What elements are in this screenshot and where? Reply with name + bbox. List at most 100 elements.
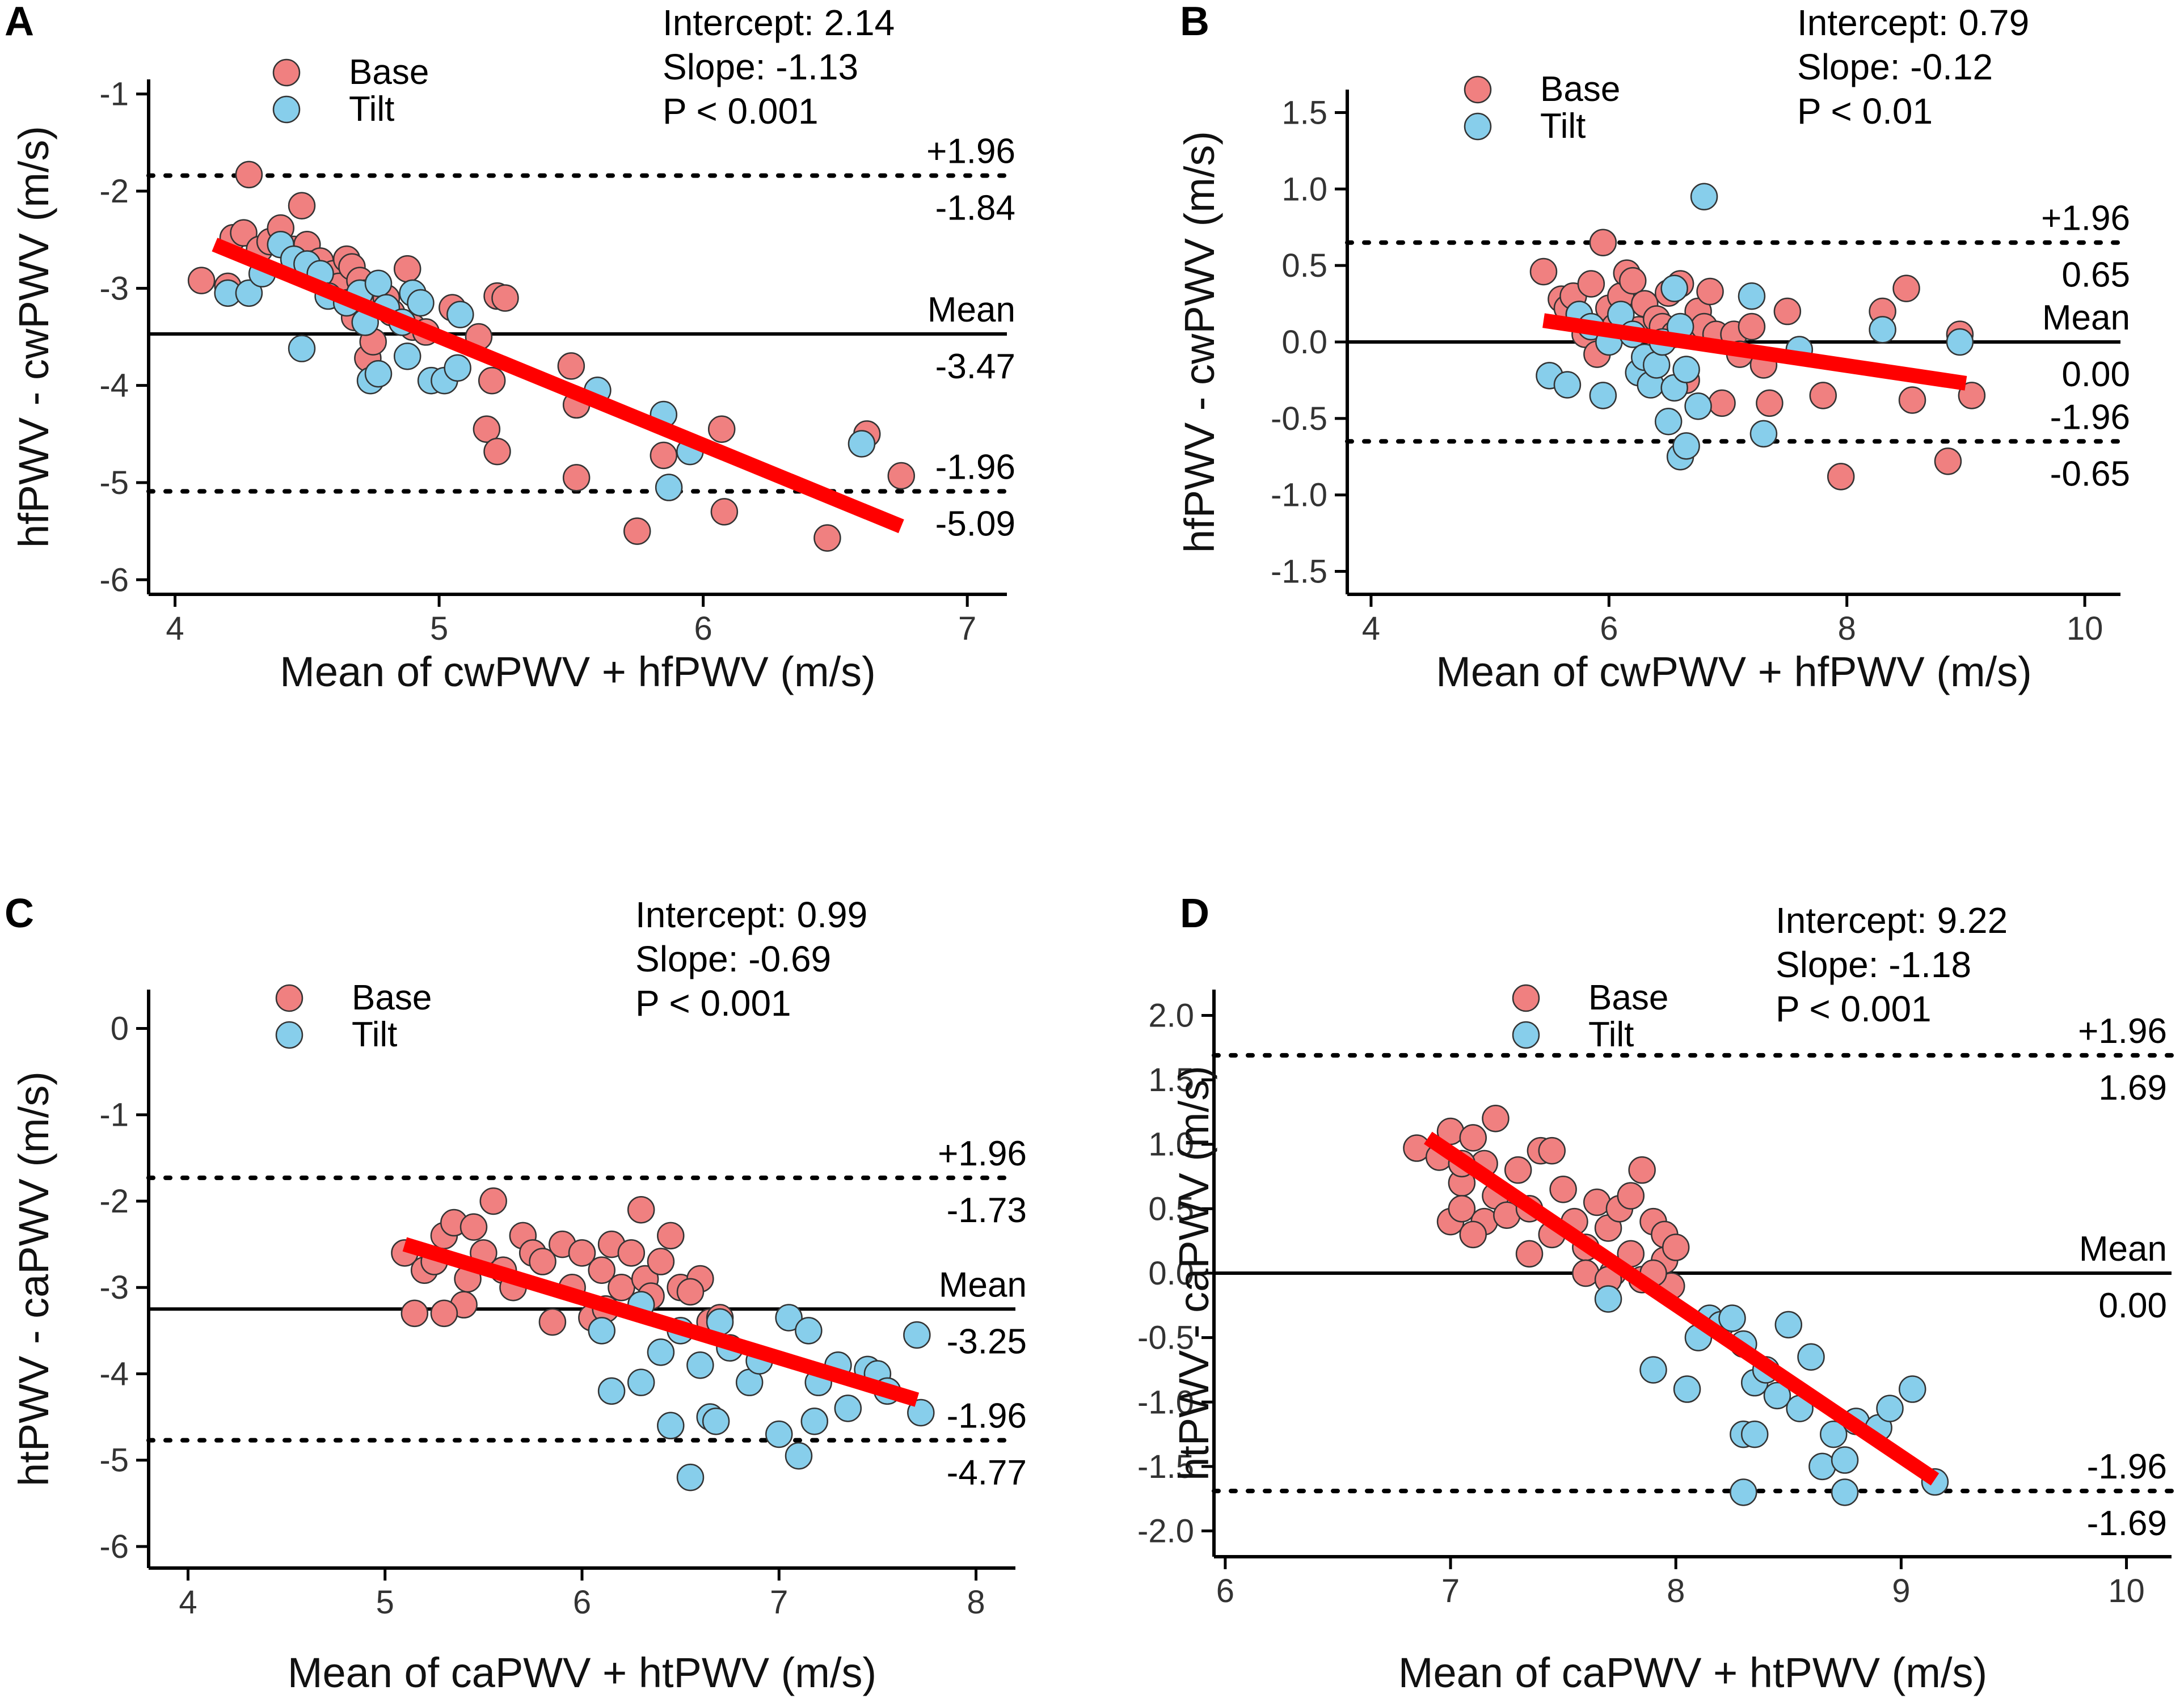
base-point <box>813 524 841 552</box>
tilt-point <box>1876 1395 1904 1422</box>
tilt-point <box>407 289 435 317</box>
base-point <box>1756 389 1784 417</box>
base-point <box>1696 277 1724 306</box>
base-point <box>1549 1176 1577 1203</box>
base-point <box>1538 1136 1566 1165</box>
base-point <box>657 1222 685 1250</box>
y-tick-label: -4 <box>99 367 129 404</box>
x-tick-label: 5 <box>430 610 448 647</box>
tilt-point <box>1797 1343 1825 1371</box>
base-point <box>288 192 316 219</box>
y-tick-label: -5 <box>99 1442 129 1479</box>
tilt-point <box>364 269 393 298</box>
upper-loa-label: +1.96 <box>2041 199 2130 238</box>
tilt-point <box>1946 328 1974 356</box>
tilt-point <box>1642 351 1671 379</box>
x-tick-label: 6 <box>1600 610 1618 647</box>
y-axis-label: hfPWV - cwPWV (m/s) <box>1176 131 1223 553</box>
base-point <box>1773 297 1802 326</box>
base-point <box>459 1213 488 1241</box>
base-point <box>538 1308 567 1336</box>
regression-line <box>1542 313 1967 391</box>
base-point <box>491 284 519 312</box>
y-axis-label: hfPWV - cwPWV (m/s) <box>10 126 57 548</box>
y-tick-label: 1.5 <box>1281 94 1327 131</box>
tilt-point <box>393 343 421 370</box>
circle-marker-icon <box>272 95 301 124</box>
tilt-point <box>1672 432 1700 460</box>
base-point <box>235 160 263 189</box>
x-tick-label: 7 <box>770 1584 788 1621</box>
circle-marker-icon <box>275 1021 303 1049</box>
tilt-point <box>1718 1304 1746 1332</box>
mean-label: Mean <box>927 290 1015 329</box>
base-point <box>617 1239 646 1267</box>
base-point <box>562 464 591 492</box>
base-point <box>187 267 216 294</box>
y-tick-label: 0.0 <box>1148 1255 1194 1292</box>
x-tick-label: 9 <box>1892 1573 1910 1609</box>
circle-marker-icon <box>1464 75 1492 104</box>
x-tick-label: 10 <box>2067 610 2103 647</box>
tilt-point <box>446 301 474 328</box>
tilt-point <box>1672 356 1700 383</box>
mean-label: Mean <box>2042 298 2130 337</box>
base-point <box>1958 382 1986 409</box>
p-value-text: P < 0.001 <box>663 91 819 132</box>
base-point <box>887 462 916 490</box>
y-axis-label: htPWV - caPWV (m/s) <box>10 1071 57 1486</box>
y-tick-label: -6 <box>99 1528 129 1565</box>
x-tick-label: 4 <box>166 610 184 647</box>
circle-marker-icon <box>1512 984 1540 1012</box>
lower-loa-value: -4.77 <box>947 1454 1027 1493</box>
circle-marker-icon <box>272 58 301 87</box>
intercept-text: Intercept: 9.22 <box>1776 900 2008 941</box>
base-point <box>483 437 511 466</box>
p-value-text: P < 0.01 <box>1797 91 1933 132</box>
mean-label: Mean <box>939 1265 1027 1304</box>
tilt-point <box>702 1407 730 1435</box>
tilt-point <box>686 1351 714 1379</box>
base-point <box>1504 1156 1532 1184</box>
base-point <box>710 498 739 526</box>
mean-label: Mean <box>2079 1229 2167 1269</box>
slope-text: Slope: -0.12 <box>1797 47 1993 87</box>
tilt-point <box>1673 1375 1701 1403</box>
regression-line <box>1424 1131 1940 1486</box>
upper-loa-value: 0.65 <box>2061 256 2130 295</box>
upper-loa-label: +1.96 <box>2078 1012 2167 1051</box>
x-tick-label: 10 <box>2108 1573 2145 1609</box>
base-point <box>1898 386 1926 414</box>
tilt-point <box>1869 316 1896 344</box>
y-tick-label: 0.5 <box>1148 1190 1194 1227</box>
tilt-point <box>848 430 876 458</box>
circle-marker-icon <box>275 984 303 1012</box>
base-point <box>478 366 506 395</box>
lower-loa-label: -1.96 <box>2087 1447 2167 1486</box>
slope-text: Slope: -1.13 <box>663 47 858 87</box>
y-tick-label: 1.0 <box>1281 171 1327 208</box>
panel-letter: D <box>1180 891 1209 936</box>
base-point <box>393 255 421 283</box>
y-tick-label: -6 <box>99 561 129 598</box>
lower-loa-label: -1.96 <box>935 447 1015 487</box>
base-point <box>650 441 678 470</box>
tilt-point <box>597 1377 626 1405</box>
lower-loa-value: -0.65 <box>2050 454 2130 493</box>
p-value-text: P < 0.001 <box>635 983 791 1024</box>
tilt-point <box>1738 282 1766 310</box>
y-tick-label: -1 <box>99 76 129 113</box>
tilt-point <box>364 360 393 388</box>
y-tick-label: -2.0 <box>1137 1513 1194 1550</box>
base-point <box>707 415 736 443</box>
intercept-text: Intercept: 2.14 <box>663 2 895 43</box>
base-point <box>588 1256 615 1285</box>
base-point <box>473 415 501 443</box>
y-tick-label: -5 <box>99 464 129 501</box>
base-point <box>479 1187 507 1215</box>
y-tick-label: -2 <box>99 173 129 210</box>
base-point <box>1459 1220 1487 1249</box>
tilt-point <box>657 1412 685 1440</box>
legend-base-label: Base <box>352 978 432 1017</box>
